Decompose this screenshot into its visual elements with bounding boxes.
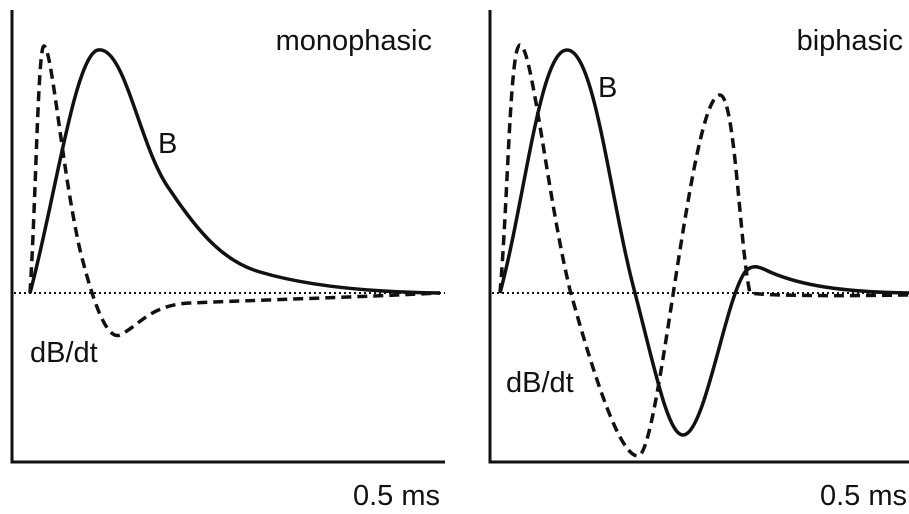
field-curve [498,48,909,437]
axes [10,10,445,464]
panel-title: monophasic [276,25,432,57]
biphasic-panel: biphasic B dB/dt 0.5 ms [488,10,909,512]
axes [488,10,909,464]
time-label: 0.5 ms [353,480,440,512]
monophasic-panel: monophasic B dB/dt 0.5 ms [10,10,445,512]
derivative-curve [28,44,441,338]
field-label: B [158,128,177,160]
time-label: 0.5 ms [820,480,907,512]
derivative-curve [498,43,909,458]
field-curve [28,48,441,295]
derivative-label: dB/dt [30,337,98,369]
panel-title: biphasic [797,25,903,57]
field-label: B [598,72,617,104]
derivative-label: dB/dt [506,367,574,399]
